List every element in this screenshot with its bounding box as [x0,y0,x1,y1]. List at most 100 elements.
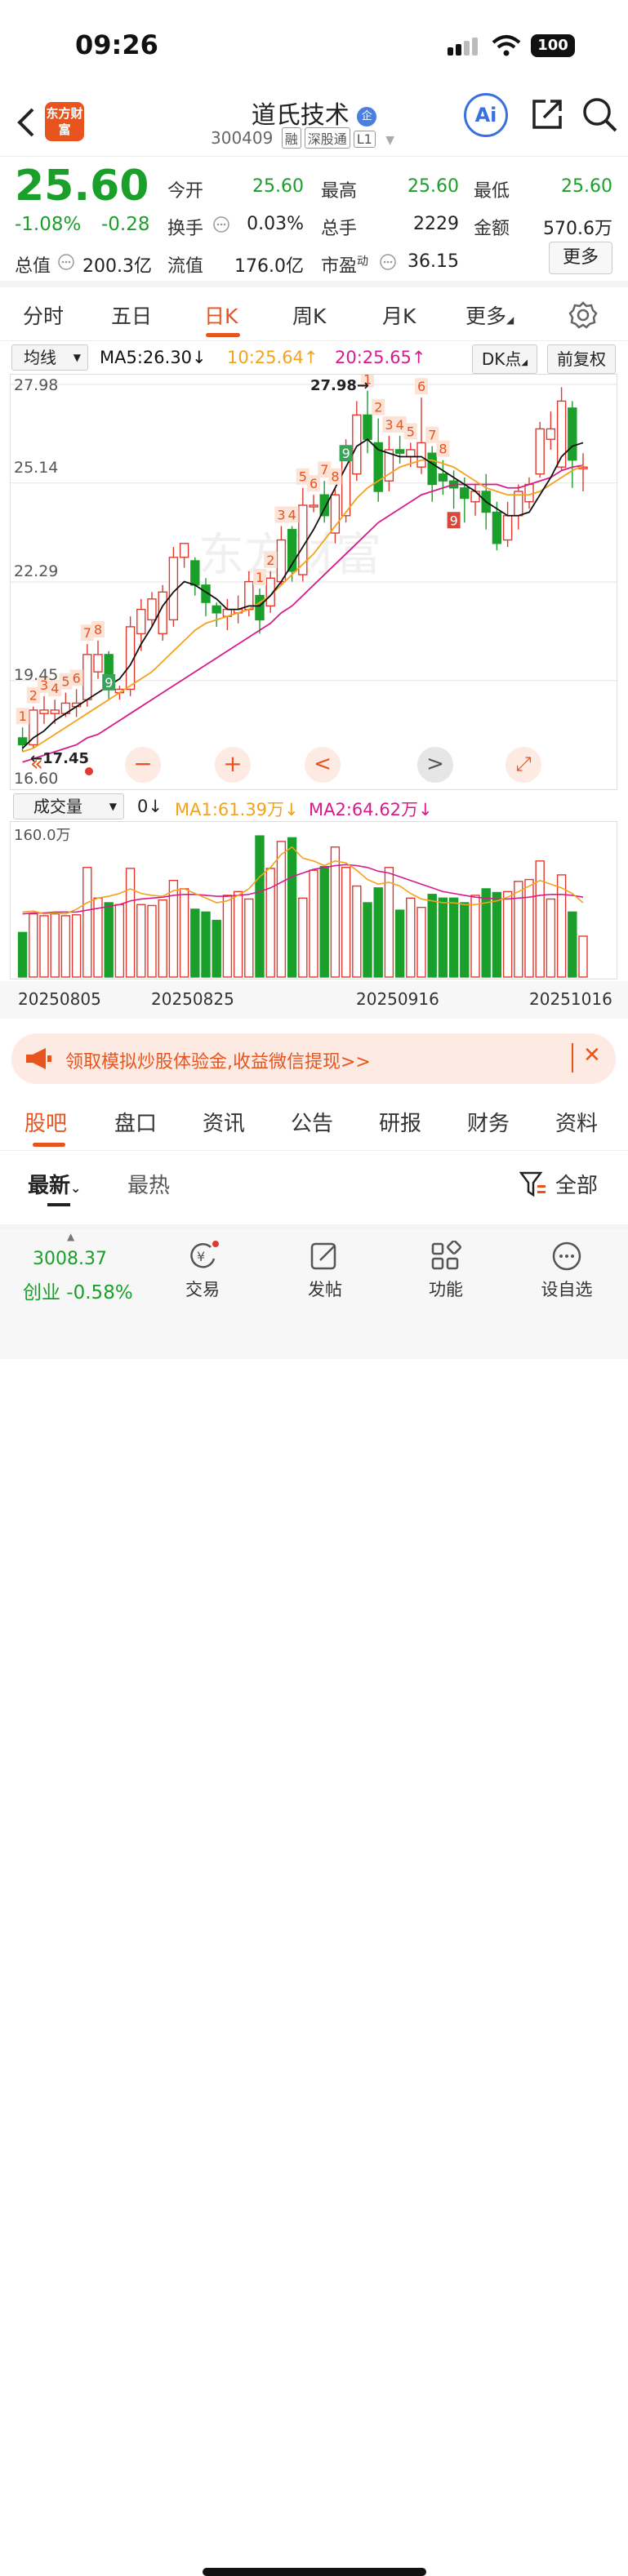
vol-ma2: MA2:64.62万↓ [309,800,433,819]
ai-button[interactable]: Ai [464,93,508,137]
candle-down [427,452,437,486]
volume-bar-up [298,897,308,978]
volume-value: 2229 [413,214,459,234]
volume-bar-up [136,904,146,978]
pe-value: 36.15 [408,251,459,272]
battery-indicator: 100 [531,34,575,57]
filter-all[interactable]: 全部 [555,1174,599,1198]
sort-newest[interactable]: 最新⌄ [28,1174,82,1198]
scroll-left-icon[interactable]: « [30,752,43,776]
active-tab-indicator [206,333,240,337]
volume-bar-up [244,898,254,978]
candle-down [287,529,297,572]
grid-apps-icon [431,1241,461,1270]
corner-arrow-icon: ◢ [521,358,528,367]
tab-five-day[interactable]: 五日 [111,304,153,328]
back-arrow-icon[interactable] [15,106,36,139]
volume-indicator-select[interactable]: 成交量 ▼ [13,793,124,819]
search-icon[interactable] [581,96,617,132]
signal-dot [85,767,93,775]
td-mark-bg [285,506,299,523]
volume-bar-up [71,914,82,978]
sort-hottest[interactable]: 最热 [127,1174,171,1198]
nav-add-watchlist[interactable]: 设自选 [518,1241,616,1301]
kline-chart[interactable]: 东方财富123456789123456789123456789 27.98 25… [10,371,617,790]
sort-indicator [47,1203,70,1206]
volume-bar-down [427,894,437,978]
turnover-value: 0.03% [247,214,304,234]
td-mark-bg [436,440,450,457]
vol-ma2-line [22,864,584,915]
zoom-out-button[interactable]: − [125,747,161,783]
adjust-button[interactable]: 前复权 [547,344,616,374]
promo-banner[interactable]: 领取模拟炒股体验金,收益微信提现>> ✕ [11,1033,616,1084]
caret-down-icon[interactable]: ▼ [385,134,394,147]
td-mark-label: 5 [299,469,307,485]
td-mark-label: 1 [256,570,264,585]
caret-up-icon[interactable]: ▲ [67,1231,75,1242]
td-mark-bg [48,680,62,697]
td-mark-label: 4 [396,417,404,433]
tab-research[interactable]: 研报 [379,1112,422,1136]
td-mark-label: 4 [51,681,59,696]
info-dots-icon[interactable] [57,253,75,271]
dk-point-button[interactable]: DK点◢ [472,344,537,374]
td-mark-bg [80,624,94,642]
date-label: 20251016 [529,989,612,1009]
volume-svg [17,835,588,978]
tab-finance[interactable]: 财务 [467,1112,510,1136]
candle-down [568,407,577,461]
tab-profile[interactable]: 资料 [555,1112,599,1136]
tab-orderbook[interactable]: 盘口 [114,1112,158,1136]
pan-left-button[interactable]: < [305,747,341,783]
volume-bar-up [265,868,275,978]
volume-bar-down [255,835,265,978]
nav-functions[interactable]: 功能 [397,1241,495,1301]
more-button[interactable]: 更多 [549,242,612,274]
fullscreen-button[interactable]: ⤢ [506,747,541,783]
filter-icon[interactable] [519,1170,547,1198]
td-mark-bg [253,569,266,586]
tab-daily-k[interactable]: 日K [204,304,238,328]
high-label: 最高 [321,181,358,202]
volume-bar-up [50,913,60,978]
candle-down [492,511,502,544]
td-mark-bg [69,669,83,686]
tab-monthly-k[interactable]: 月K [382,304,416,328]
date-label: 20250825 [151,989,234,1009]
indicator-select[interactable]: 均线 ▼ [11,344,88,371]
td-mark-label: 6 [73,670,81,686]
change-amount: -0.28 [101,214,150,235]
td-mark-bg [403,423,417,440]
nav-trade[interactable]: ¥ 交易 [154,1241,252,1301]
close-icon[interactable]: ✕ [583,1043,601,1068]
td-mark-bg [307,475,320,492]
ma-legend-row: 均线 ▼ MA5:26.30↓ 10:25.64↑ 20:25.65↑ DK点◢ … [0,343,628,374]
promo-text: 领取模拟炒股体验金,收益微信提现>> [65,1052,371,1073]
volume-bar-down [17,931,28,978]
info-dots-icon[interactable] [212,215,230,233]
ma20-line [22,464,584,763]
pan-right-button[interactable]: > [417,747,453,783]
volume-bar-up [384,867,394,978]
info-dots-icon[interactable] [379,253,397,271]
td-mark-label: 2 [266,553,274,568]
trade-icon: ¥ [190,1241,219,1268]
volume-bar-up [179,888,189,978]
share-icon[interactable] [529,96,565,132]
tab-intraday[interactable]: 分时 [23,304,65,328]
zoom-in-button[interactable]: + [215,747,251,783]
index-value[interactable]: 3008.37 [33,1249,107,1269]
nav-post[interactable]: 发帖 [276,1241,374,1301]
tab-more[interactable]: 更多◢ [465,304,514,328]
tab-announcements[interactable]: 公告 [291,1112,334,1136]
volume-bar-down [448,897,459,978]
settings-gear-icon[interactable] [568,300,598,330]
tab-weekly-k[interactable]: 周K [292,304,327,328]
td-mark-bg [447,512,461,529]
tab-forum[interactable]: 股吧 [24,1112,68,1136]
index-name-change[interactable]: 创业 -0.58% [23,1282,133,1304]
tab-news[interactable]: 资讯 [203,1112,246,1136]
volume-chart[interactable]: 160.0万 [10,821,617,979]
cellular-signal-icon [448,38,478,56]
